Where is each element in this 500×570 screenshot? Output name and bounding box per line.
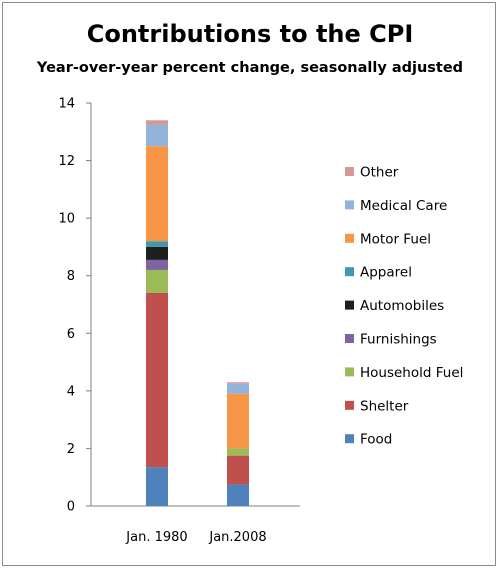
legend-label-shelter: Shelter bbox=[360, 398, 409, 414]
x-tick-label: Jan. 1980 bbox=[125, 530, 187, 545]
y-tick-label: 12 bbox=[58, 154, 75, 169]
legend-label-apparel: Apparel bbox=[360, 265, 412, 281]
bar-segment-medical-care-jan-2008 bbox=[227, 383, 249, 394]
legend-label-other: Other bbox=[360, 165, 399, 181]
legend-swatch-shelter bbox=[345, 400, 354, 410]
y-tick-label: 8 bbox=[67, 269, 75, 284]
chart-subtitle: Year-over-year percent change, seasonall… bbox=[36, 60, 464, 76]
legend-swatch-apparel bbox=[345, 267, 354, 277]
legend-label-automobiles: Automobiles bbox=[360, 298, 444, 314]
bar-segment-motor-fuel-jan-2008 bbox=[227, 393, 249, 449]
bar-segment-other-jan-1980 bbox=[146, 120, 168, 125]
legend-swatch-food bbox=[345, 434, 354, 444]
bar-segment-furnishings-jan-1980 bbox=[146, 259, 168, 270]
bar-segment-other-jan-2008 bbox=[227, 382, 249, 384]
bar-segment-household-fuel-jan-2008 bbox=[227, 448, 249, 456]
legend-swatch-furnishings bbox=[345, 334, 354, 343]
bar-segment-apparel-jan-1980 bbox=[146, 241, 168, 247]
legend-label-food: Food bbox=[360, 432, 392, 448]
legend-label-household-fuel: Household Fuel bbox=[360, 365, 463, 381]
bar-segment-medical-care-jan-1980 bbox=[146, 124, 168, 147]
legend-label-furnishings: Furnishings bbox=[360, 332, 437, 348]
legend-label-motor-fuel: Motor Fuel bbox=[360, 231, 431, 247]
y-tick-label: 14 bbox=[58, 97, 75, 112]
legend-swatch-other bbox=[345, 167, 354, 176]
bar-segment-shelter-jan-1980 bbox=[146, 292, 168, 468]
bar-segment-motor-fuel-jan-1980 bbox=[146, 146, 168, 242]
y-tick-label: 0 bbox=[67, 500, 75, 515]
bar-segment-food-jan-1980 bbox=[146, 467, 168, 506]
y-tick-label: 10 bbox=[58, 212, 75, 227]
x-tick-label: Jan.2008 bbox=[208, 530, 266, 545]
chart-frame bbox=[2, 2, 496, 566]
legend-swatch-household-fuel bbox=[345, 367, 354, 377]
bar-segment-household-fuel-jan-1980 bbox=[146, 269, 168, 293]
y-tick-label: 4 bbox=[67, 384, 75, 399]
y-tick-label: 6 bbox=[67, 327, 75, 342]
bar-segment-food-jan-2008 bbox=[227, 484, 249, 506]
legend-label-medical-care: Medical Care bbox=[360, 198, 447, 214]
chart-title: Contributions to the CPI bbox=[86, 20, 414, 48]
legend-swatch-medical-care bbox=[345, 200, 354, 210]
legend-swatch-automobiles bbox=[345, 300, 354, 310]
bar-segment-automobiles-jan-1980 bbox=[146, 246, 168, 260]
bar-segment-shelter-jan-2008 bbox=[227, 455, 249, 485]
y-tick-label: 2 bbox=[67, 442, 75, 457]
legend-swatch-motor-fuel bbox=[345, 233, 354, 243]
